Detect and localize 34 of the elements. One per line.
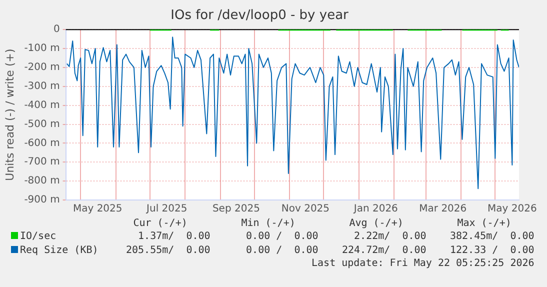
y-axis-title: Units read (-) / write (+) [3,48,16,181]
y-tick-label: 0 [53,24,60,36]
text: 0.00 / 0.00 [245,244,320,258]
text: Avg (-/+) [348,218,404,230]
y-tick-label: -400 m [24,100,60,111]
x-tick-label: Jul 2025 [146,204,188,215]
x-tick-label: May 2026 [488,204,537,215]
y-tick-label: -900 m [24,194,60,206]
text: Max (-/+) [456,218,512,230]
y-tick-label: -100 m [24,43,60,54]
text: Cur (-/+) [132,218,188,230]
text: 2.22m/ 0.00 [353,230,428,244]
x-tick-label: Jan 2026 [352,204,398,215]
y-tick-label: -700 m [24,156,60,168]
y-tick-label: -800 m [24,176,60,187]
y-tick-label: -200 m [24,62,60,74]
chart-title: IOs for /dev/loop0 - by year [170,8,350,24]
text: Last update: Fri May 22 05:25:25 2026 [310,258,536,270]
legend-label: Req Size (KB) [19,244,100,258]
x-tick-label: Sep 2025 [212,204,260,215]
x-tick-label: Nov 2025 [281,204,330,215]
text: 122.33 / 0.00 [448,244,536,258]
x-tick-label: Mar 2026 [419,204,467,215]
y-tick-label: -500 m [24,118,60,130]
x-tick-label: May 2025 [72,204,122,215]
text: 0.00 / 0.00 [245,230,320,244]
text: 382.45m/ 0.00 [448,230,536,244]
y-tick-label: -300 m [24,80,60,92]
text: 224.72m/ 0.00 [340,244,428,258]
text: Min (-/+) [240,218,296,230]
legend-label: IO/sec [19,230,58,244]
text: 205.55m/ 0.00 [124,244,212,258]
text: 1.37m/ 0.00 [137,230,212,244]
y-tick-label: -600 m [24,138,60,149]
